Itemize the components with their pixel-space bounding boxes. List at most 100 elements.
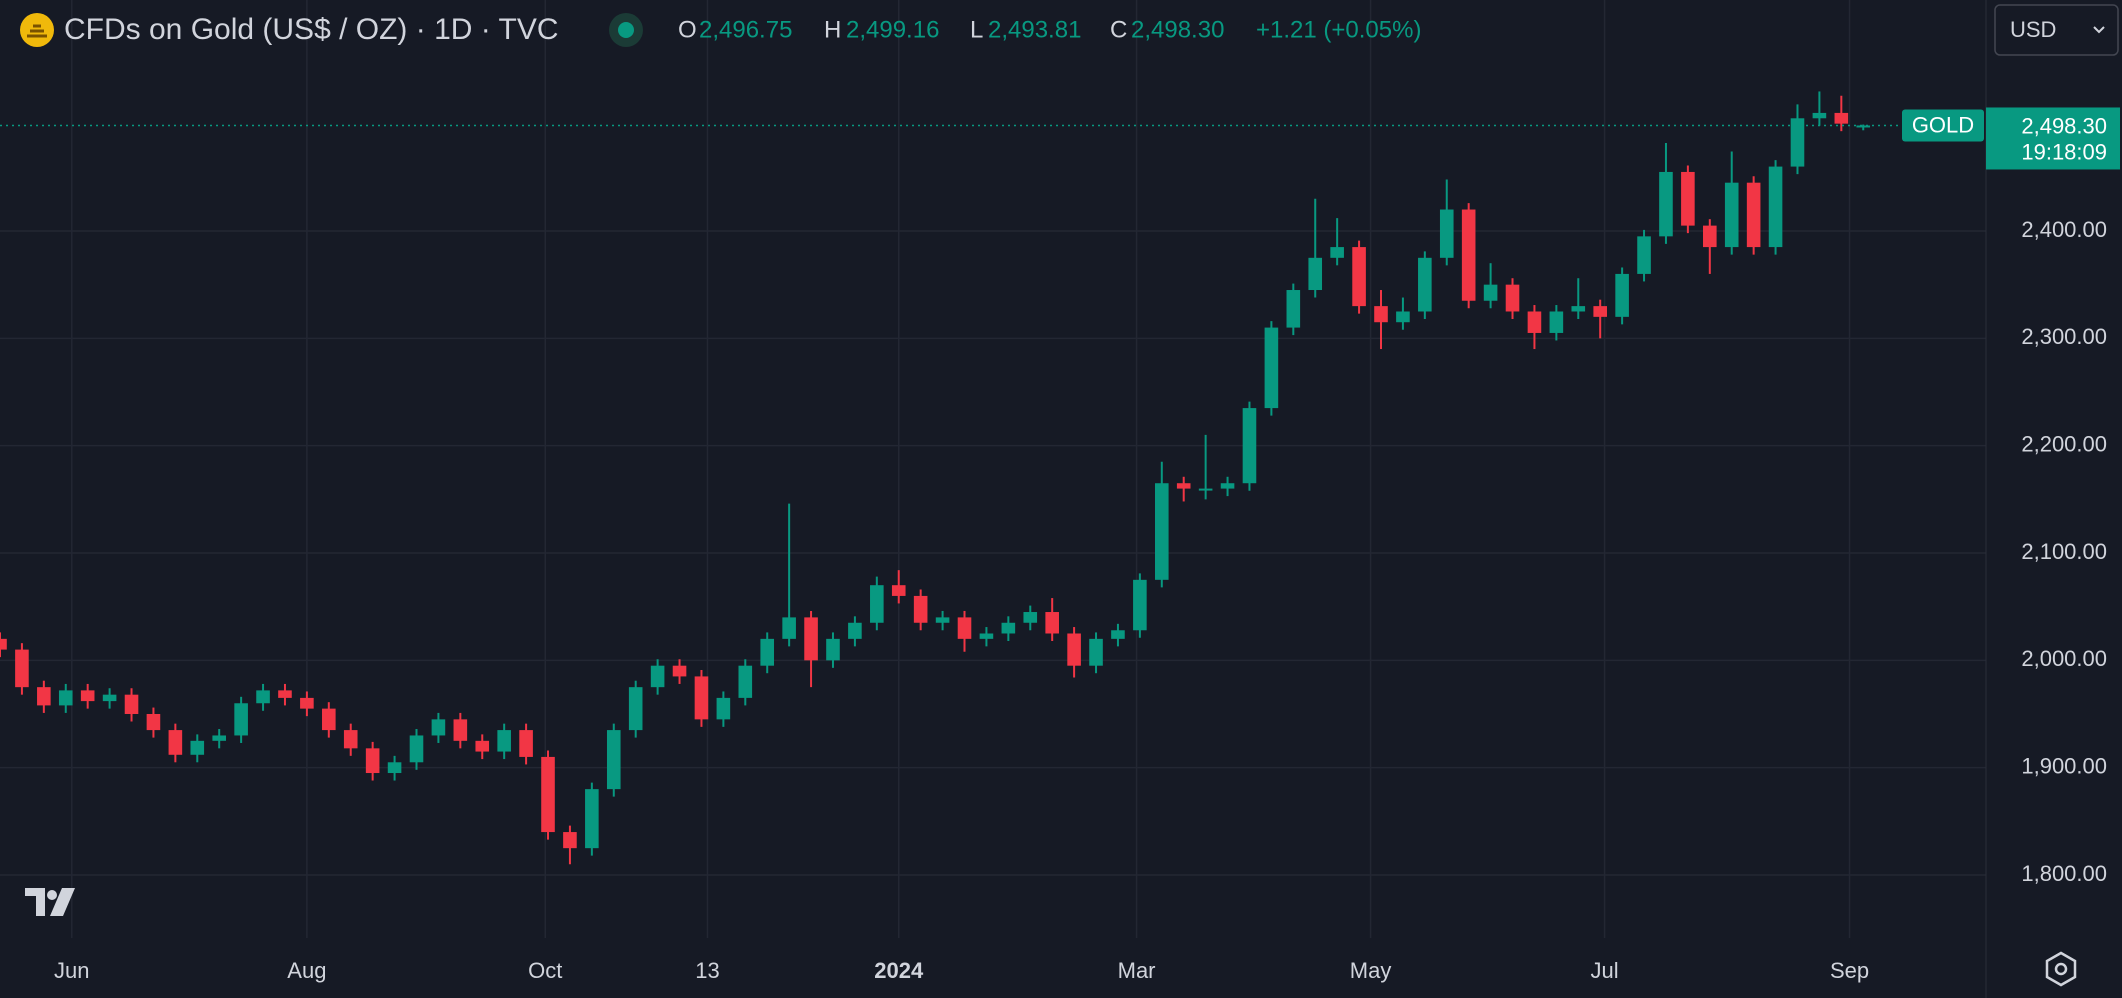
low-label: L xyxy=(970,16,983,43)
candle-body xyxy=(37,687,51,706)
candle-body xyxy=(738,665,753,698)
y-tick-label: 1,900.00 xyxy=(2021,753,2107,778)
open-label: O xyxy=(678,16,697,43)
candle-body xyxy=(519,730,533,757)
y-tick-label: 2,100.00 xyxy=(2021,539,2107,564)
candle-body xyxy=(1505,284,1520,312)
candle-body xyxy=(1220,483,1235,489)
candle-body xyxy=(1111,630,1125,639)
candle-body xyxy=(870,585,884,623)
candle-body xyxy=(716,697,731,720)
candle-body xyxy=(475,740,490,752)
symbol-title[interactable]: CFDs on Gold (US$ / OZ) · 1D · TVC xyxy=(64,13,559,46)
candle-body xyxy=(387,762,402,774)
candle-body xyxy=(1352,247,1366,307)
candle-body xyxy=(1176,483,1191,489)
candle-body xyxy=(168,730,183,755)
candle-body xyxy=(979,633,994,639)
candle-body xyxy=(322,708,336,731)
currency-dropdown[interactable] xyxy=(1994,4,2119,56)
y-tick-label: 2,400.00 xyxy=(2021,217,2107,242)
symbol-tag xyxy=(1902,109,1984,142)
candle-body xyxy=(1856,125,1871,128)
candle-body xyxy=(541,756,555,833)
high-value: 2,499.16 xyxy=(846,16,939,43)
candle-body xyxy=(431,719,446,736)
candle-body xyxy=(1681,171,1695,226)
candle-body xyxy=(1439,209,1454,258)
settings-button-center xyxy=(2054,962,2068,976)
candle-body xyxy=(1264,327,1279,409)
candle-body xyxy=(1242,408,1257,484)
y-tick-label: 2,200.00 xyxy=(2021,431,2107,456)
candle-body xyxy=(760,638,775,666)
candle-body xyxy=(1461,209,1476,301)
candle-body xyxy=(1637,236,1651,274)
candle-body xyxy=(1089,638,1103,666)
x-tick-label: Mar xyxy=(1118,958,1156,983)
x-tick-label: Sep xyxy=(1830,958,1869,983)
candle-body xyxy=(1045,612,1059,634)
x-tick-label: Jul xyxy=(1591,958,1619,983)
candle-body xyxy=(1133,579,1147,631)
candle-body xyxy=(804,617,818,661)
dropdown-arrow xyxy=(2093,26,2105,34)
x-tick-label: May xyxy=(1350,958,1392,983)
candle-body xyxy=(1286,290,1301,328)
candle-body xyxy=(1768,166,1783,248)
candle-body xyxy=(58,690,73,706)
candle-body xyxy=(1790,118,1805,167)
candle-body xyxy=(1659,171,1673,237)
candle-body xyxy=(891,585,906,596)
candle-body xyxy=(0,638,7,650)
candle-body xyxy=(256,690,270,704)
candle-body xyxy=(300,697,314,709)
candle-body xyxy=(278,690,292,698)
candle-body xyxy=(650,665,665,688)
x-tick-label: Jun xyxy=(54,958,89,983)
y-tick-label: 1,800.00 xyxy=(2021,861,2107,886)
candle-body xyxy=(606,730,621,790)
candle-body xyxy=(1198,488,1213,491)
settings-button[interactable] xyxy=(2045,951,2077,987)
currency-label: USD xyxy=(2010,17,2056,42)
candle-body xyxy=(1746,182,1761,248)
change-value: +1.21 (+0.05%) xyxy=(1256,16,1421,43)
symbol-icon-glyph xyxy=(27,24,47,38)
candle-body xyxy=(1330,247,1344,258)
candle-body xyxy=(935,617,950,623)
candle-body xyxy=(497,730,511,752)
candle-body xyxy=(1812,112,1827,119)
candle-body xyxy=(453,719,468,741)
candle-body xyxy=(694,676,709,720)
candle-body xyxy=(1023,612,1038,623)
high-label: H xyxy=(824,16,841,43)
close-label: C xyxy=(1110,16,1127,43)
y-tick-label: 2,000.00 xyxy=(2021,646,2107,671)
tv-logo[interactable] xyxy=(25,888,75,916)
candle-body xyxy=(15,649,29,688)
x-tick-label: 2024 xyxy=(874,958,924,983)
candle-body xyxy=(343,730,358,749)
symbol-tag-label: GOLD xyxy=(1912,112,1974,137)
candle-body xyxy=(913,595,928,623)
status-dot xyxy=(618,22,634,38)
candle-body xyxy=(1308,257,1323,291)
tv-logo-dot xyxy=(47,890,57,900)
candle-body xyxy=(1571,306,1586,312)
candle-body xyxy=(1703,225,1717,248)
candle-body xyxy=(563,832,577,849)
candle-body xyxy=(124,694,139,714)
candle-body xyxy=(672,665,687,677)
candle-body xyxy=(190,740,205,755)
open-value: 2,496.75 xyxy=(699,16,792,43)
candle-body xyxy=(1001,622,1016,634)
candle-body xyxy=(1483,284,1498,301)
candle-body xyxy=(409,735,424,763)
close-value: 2,498.30 xyxy=(1131,16,1224,43)
candle-body xyxy=(848,622,862,639)
candle-body xyxy=(628,687,643,731)
